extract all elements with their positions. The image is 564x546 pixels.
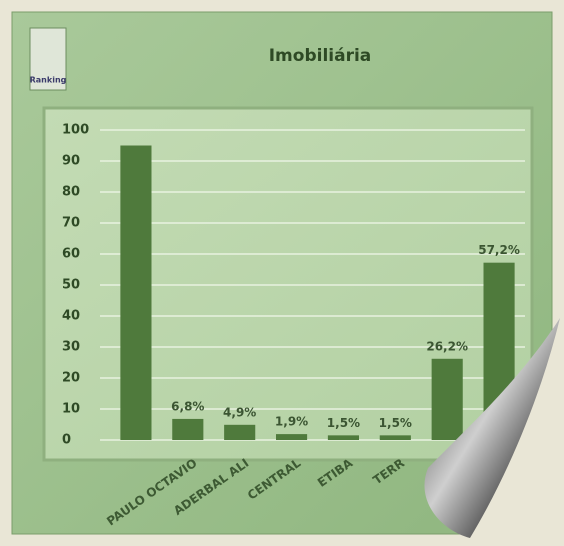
y-tick-label: 90 bbox=[62, 154, 80, 169]
y-tick-label: 60 bbox=[62, 247, 80, 262]
value-label: 1,5% bbox=[379, 416, 412, 430]
y-tick-label: 10 bbox=[62, 402, 80, 417]
y-tick-label: 0 bbox=[62, 433, 71, 448]
y-tick-label: 40 bbox=[62, 309, 80, 324]
bar bbox=[172, 419, 203, 440]
bar bbox=[432, 359, 463, 440]
bar bbox=[224, 425, 255, 440]
chart: Ranking Imobiliária 0 10 20 30 40 50 60 70 80 90 1… bbox=[0, 0, 564, 546]
y-tick-label: 100 bbox=[62, 123, 89, 138]
value-label: 1,9% bbox=[275, 415, 308, 429]
value-label: 1,5% bbox=[327, 416, 360, 430]
bar bbox=[120, 146, 151, 441]
y-tick-label: 20 bbox=[62, 371, 80, 386]
bar bbox=[380, 435, 411, 440]
logo: Ranking bbox=[30, 76, 67, 85]
y-tick-label: 70 bbox=[62, 216, 80, 231]
chart-title: Imobiliária bbox=[269, 46, 372, 66]
bar bbox=[276, 434, 307, 440]
y-tick-label: 30 bbox=[62, 340, 80, 355]
y-tick-label: 50 bbox=[62, 278, 80, 293]
bar bbox=[328, 435, 359, 440]
value-label: 26,2% bbox=[426, 339, 468, 353]
value-label: 57,2% bbox=[478, 243, 520, 257]
value-label: 4,9% bbox=[223, 405, 256, 419]
y-tick-label: 80 bbox=[62, 185, 80, 200]
value-label: 6,8% bbox=[171, 399, 204, 413]
